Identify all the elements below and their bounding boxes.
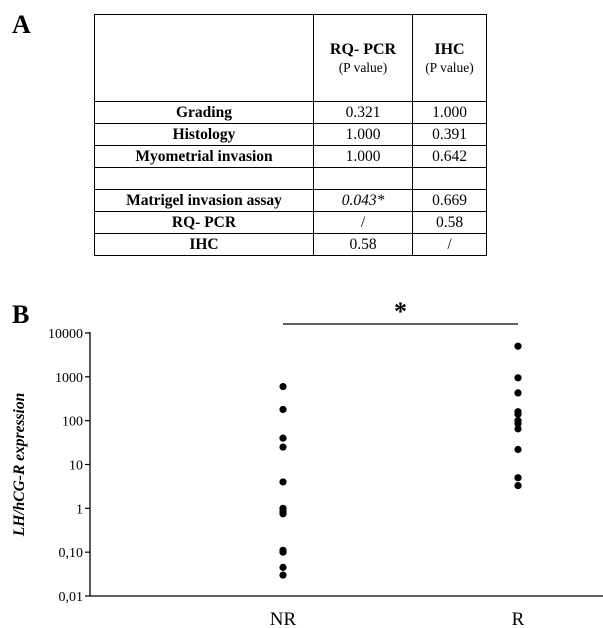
data-point-nr (279, 434, 287, 442)
table-row: Matrigel invasion assay 0.043* 0.669 (94, 189, 487, 212)
y-tick-label: 10 (69, 459, 83, 474)
data-point-r (514, 445, 522, 454)
x-category-label: R (512, 609, 525, 628)
header-rq-pcr: RQ- PCR (P value) (313, 14, 413, 102)
data-point-nr (279, 443, 287, 451)
data-point-r (514, 482, 522, 490)
row-label: Myometrial invasion (94, 145, 314, 168)
panel-b-label: B (12, 300, 30, 329)
data-point-nr (279, 563, 287, 571)
data-point-nr (279, 571, 287, 579)
data-point-r (514, 389, 522, 397)
y-tick-label: 100 (62, 415, 83, 430)
header-rq-pcr-sub: (P value) (338, 59, 388, 75)
ihc-value: 0.58 (412, 211, 487, 234)
header-rq-pcr-title: RQ- PCR (329, 40, 397, 58)
significance-marker: * (394, 297, 407, 326)
table-row: Myometrial invasion 1.000 0.642 (94, 145, 487, 168)
y-tick-label: 0,01 (59, 590, 84, 605)
ihc-value: 1.000 (412, 101, 487, 124)
row-label: Histology (94, 123, 314, 146)
x-category-label: NR (270, 609, 297, 628)
header-ihc-title: IHC (434, 40, 465, 58)
data-point-r (514, 474, 522, 482)
data-point-nr (279, 382, 287, 391)
data-point-nr (279, 510, 287, 518)
p-value-table: RQ- PCR (P value) IHC (P value) Grading … (94, 14, 487, 256)
header-ihc-sub: (P value) (425, 59, 474, 75)
data-point-nr (279, 478, 287, 486)
data-point-r (514, 342, 522, 350)
table-row: IHC 0.58 / (94, 233, 487, 256)
ihc-value: / (412, 233, 487, 256)
data-point-r (514, 374, 522, 382)
table-header-row: RQ- PCR (P value) IHC (P value) (94, 14, 487, 102)
row-label: RQ- PCR (94, 211, 314, 234)
pcr-value: 1.000 (313, 145, 413, 168)
panel-a-label: A (12, 10, 31, 39)
header-ihc: IHC (P value) (412, 14, 487, 102)
y-axis-title: LH/hCG-R expression (11, 393, 28, 537)
y-tick-label: 10000 (48, 327, 83, 342)
data-point-r (514, 410, 522, 418)
row-label: IHC (94, 233, 314, 256)
data-point-r (514, 425, 522, 433)
data-point-nr (279, 405, 287, 414)
pcr-value: 0.58 (313, 233, 413, 256)
table-row: Grading 0.321 1.000 (94, 101, 487, 124)
ihc-value: 0.391 (412, 123, 487, 146)
data-point-r (514, 420, 522, 428)
y-tick-label: 1 (76, 502, 83, 517)
header-empty-cell (94, 14, 314, 102)
y-tick-label: 1000 (55, 371, 83, 386)
y-tick-label: 0,10 (59, 546, 84, 561)
data-point-nr (279, 548, 287, 556)
